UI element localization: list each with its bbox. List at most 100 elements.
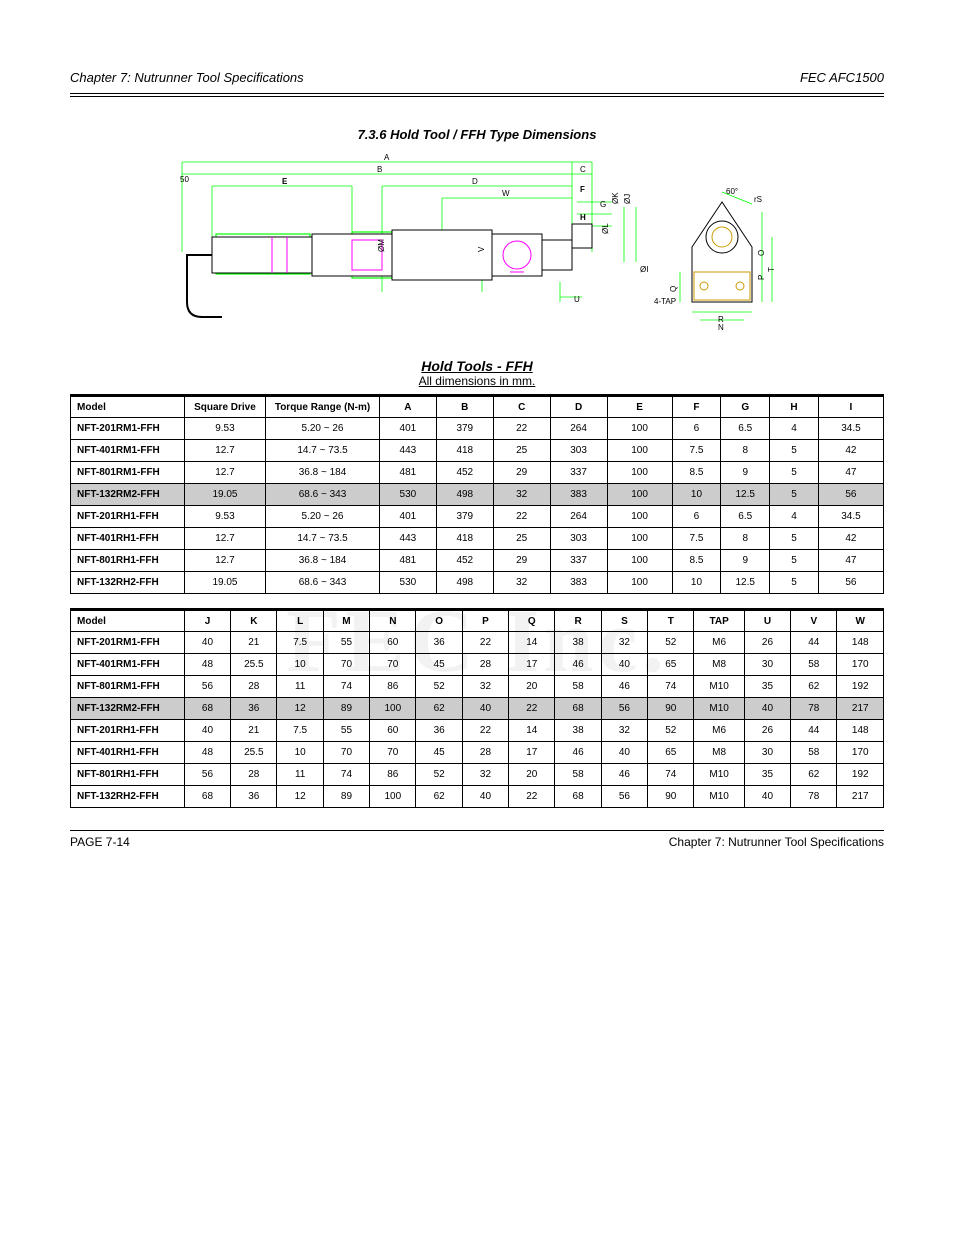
table-cell: 20 bbox=[509, 676, 555, 698]
table-cell: 100 bbox=[607, 506, 672, 528]
table-cell: 170 bbox=[837, 742, 884, 764]
table-cell: 25 bbox=[493, 528, 550, 550]
header-right: FEC AFC1500 bbox=[800, 70, 884, 85]
table-cell: 100 bbox=[607, 484, 672, 506]
col-header: O bbox=[416, 610, 462, 632]
table-cell: 56 bbox=[601, 786, 647, 808]
table-cell: 58 bbox=[555, 764, 601, 786]
table-cell: 40 bbox=[601, 654, 647, 676]
table-cell: 32 bbox=[601, 632, 647, 654]
col-header: B bbox=[436, 396, 493, 418]
table-cell: 86 bbox=[370, 676, 416, 698]
table-cell: 26 bbox=[744, 632, 790, 654]
table-cell: 17 bbox=[509, 654, 555, 676]
table-row: NFT-132RM2-FFH19.0568.6 ~ 34353049832383… bbox=[71, 484, 884, 506]
svg-text:U: U bbox=[574, 295, 580, 304]
table-cell: 25 bbox=[493, 440, 550, 462]
table-cell: 46 bbox=[555, 654, 601, 676]
table-cell: 170 bbox=[837, 654, 884, 676]
table-cell: 264 bbox=[550, 506, 607, 528]
table-cell: 60 bbox=[370, 720, 416, 742]
table-cell: 5 bbox=[770, 440, 819, 462]
header-left: Chapter 7: Nutrunner Tool Specifications bbox=[70, 70, 304, 85]
table-cell: 38 bbox=[555, 720, 601, 742]
table-cell: 401 bbox=[379, 418, 436, 440]
table-cell: 6.5 bbox=[721, 506, 770, 528]
header-rule-2 bbox=[70, 96, 884, 97]
table-cell: 303 bbox=[550, 440, 607, 462]
table-cell: 56 bbox=[818, 572, 883, 594]
table-cell: 100 bbox=[607, 440, 672, 462]
svg-text:D: D bbox=[472, 177, 478, 186]
table-cell: 46 bbox=[601, 676, 647, 698]
table-cell: 22 bbox=[509, 786, 555, 808]
table-cell: M10 bbox=[694, 764, 744, 786]
table-cell: 46 bbox=[601, 764, 647, 786]
svg-text:ØM: ØM bbox=[377, 239, 386, 252]
table-cell: 22 bbox=[493, 506, 550, 528]
table-cell: 68 bbox=[555, 786, 601, 808]
col-header: W bbox=[837, 610, 884, 632]
table-cell: 22 bbox=[493, 418, 550, 440]
table-cell: 42 bbox=[818, 440, 883, 462]
svg-text:O: O bbox=[757, 250, 766, 256]
table-cell: 70 bbox=[370, 742, 416, 764]
table-cell: 100 bbox=[607, 462, 672, 484]
table-cell: 481 bbox=[379, 550, 436, 572]
table-cell: 56 bbox=[601, 698, 647, 720]
table-row: NFT-132RH2-FFH19.0568.6 ~ 34353049832383… bbox=[71, 572, 884, 594]
table-cell: 12 bbox=[277, 698, 323, 720]
table-cell: 383 bbox=[550, 484, 607, 506]
table-row: NFT-801RM1-FFH12.736.8 ~ 184481452293371… bbox=[71, 462, 884, 484]
table-cell: NFT-132RH2-FFH bbox=[71, 786, 185, 808]
table-cell: 56 bbox=[818, 484, 883, 506]
table-cell: 19.05 bbox=[184, 572, 265, 594]
table-cell: 32 bbox=[462, 676, 508, 698]
table-cell: 78 bbox=[791, 786, 837, 808]
table-cell: 44 bbox=[791, 720, 837, 742]
table-row: NFT-201RH1-FFH40217.55560362214383252M62… bbox=[71, 720, 884, 742]
svg-text:4-TAP: 4-TAP bbox=[654, 297, 676, 306]
section-heading: Hold Tools - FFH All dimensions in mm. bbox=[70, 358, 884, 388]
table-cell: 52 bbox=[648, 632, 694, 654]
table-cell: 7.5 bbox=[672, 440, 721, 462]
table-cell: NFT-132RH2-FFH bbox=[71, 572, 185, 594]
table-row: NFT-201RM1-FFH40217.55560362214383252M62… bbox=[71, 632, 884, 654]
svg-text:B: B bbox=[377, 165, 382, 174]
table-cell: 21 bbox=[231, 720, 277, 742]
table-cell: 48 bbox=[184, 742, 230, 764]
table-cell: 5.20 ~ 26 bbox=[266, 418, 380, 440]
table-cell: 100 bbox=[607, 528, 672, 550]
svg-text:ØI: ØI bbox=[640, 265, 648, 274]
header-rule-1 bbox=[70, 93, 884, 94]
table-cell: 6.5 bbox=[721, 418, 770, 440]
table-cell: 74 bbox=[648, 676, 694, 698]
svg-text:T: T bbox=[767, 267, 776, 272]
table-row: NFT-801RH1-FFH5628117486523220584674M103… bbox=[71, 764, 884, 786]
table-cell: 17 bbox=[509, 742, 555, 764]
footer-left: PAGE 7-14 bbox=[70, 835, 130, 849]
table-cell: 62 bbox=[791, 676, 837, 698]
table-cell: 34.5 bbox=[818, 506, 883, 528]
table-cell: 10 bbox=[277, 654, 323, 676]
svg-text:V: V bbox=[477, 246, 486, 252]
table-cell: M10 bbox=[694, 698, 744, 720]
col-header: I bbox=[818, 396, 883, 418]
table-cell: 12.5 bbox=[721, 572, 770, 594]
table-cell: NFT-801RH1-FFH bbox=[71, 764, 185, 786]
table-cell: 58 bbox=[791, 654, 837, 676]
col-header: U bbox=[744, 610, 790, 632]
table-row: NFT-132RH2-FFH68361289100624022685690M10… bbox=[71, 786, 884, 808]
table-cell: 9 bbox=[721, 462, 770, 484]
table-row: NFT-201RM1-FFH9.535.20 ~ 264013792226410… bbox=[71, 418, 884, 440]
table-cell: 8.5 bbox=[672, 550, 721, 572]
col-header: J bbox=[184, 610, 230, 632]
table-cell: 401 bbox=[379, 506, 436, 528]
table-cell: 55 bbox=[323, 632, 369, 654]
table-cell: 21 bbox=[231, 632, 277, 654]
table-cell: NFT-401RM1-FFH bbox=[71, 440, 185, 462]
table-cell: 40 bbox=[184, 720, 230, 742]
table-cell: 443 bbox=[379, 440, 436, 462]
table-cell: 337 bbox=[550, 550, 607, 572]
svg-text:W: W bbox=[502, 189, 510, 198]
